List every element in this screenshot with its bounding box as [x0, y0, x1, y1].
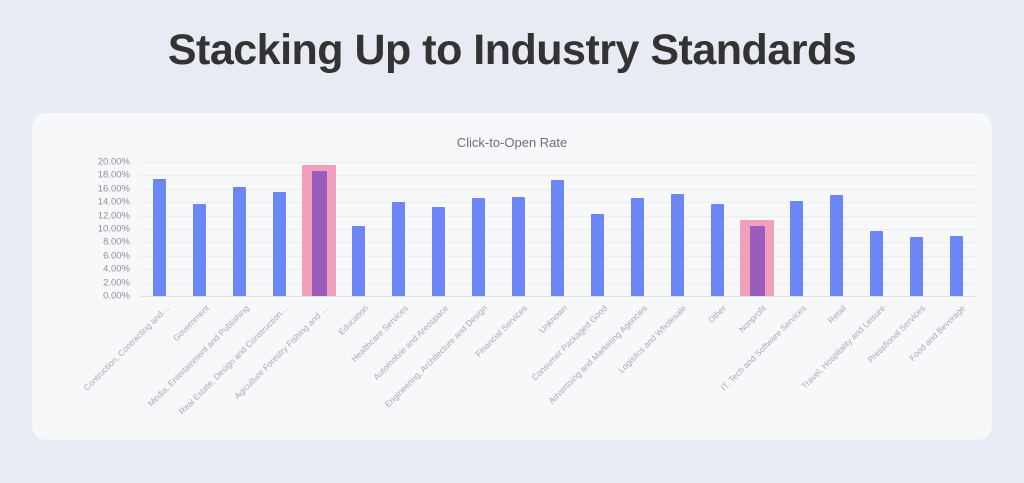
chart-title: Click-to-Open Rate — [456, 135, 568, 150]
x-axis-labels: Contruction, Contracting and… Government M… — [81, 303, 976, 433]
x-axis-tick-label: Nonprofit — [736, 303, 769, 335]
bar-slot[interactable] — [299, 152, 339, 296]
x-axis-tick-label: Education — [336, 303, 371, 337]
bar-slot[interactable] — [259, 152, 299, 296]
bar-series — [140, 162, 976, 296]
bar[interactable] — [153, 178, 167, 296]
bar-slot[interactable] — [140, 152, 180, 296]
y-axis-tick-label: 6.00% — [103, 250, 130, 262]
bar[interactable] — [749, 226, 765, 296]
bar[interactable] — [432, 206, 446, 296]
y-axis-tick-label: 12.00% — [97, 210, 130, 222]
bar-slot[interactable] — [578, 152, 618, 296]
x-axis-tick-label: Contruction, Contracting and… — [81, 303, 171, 393]
bar-slot[interactable] — [458, 152, 498, 296]
bar-slot[interactable] — [658, 152, 698, 296]
bar[interactable] — [272, 192, 286, 296]
bar-slot[interactable] — [936, 152, 976, 296]
bar-slot[interactable] — [339, 152, 379, 296]
x-axis-tick-label: Logisitcs and Wholesale — [616, 303, 689, 375]
y-axis-tick-label: 0.00% — [103, 290, 130, 302]
y-axis-tick-label: 2.00% — [103, 277, 130, 289]
x-axis-tick-label: Consumer Packaged Good — [529, 303, 609, 383]
bar-slot[interactable] — [697, 152, 737, 296]
plot-area — [140, 162, 976, 297]
x-axis-tick-label: Automotvie and Areospace — [370, 303, 450, 382]
bar[interactable] — [551, 180, 565, 296]
bar[interactable] — [670, 193, 684, 296]
y-axis-tick-label: 4.00% — [103, 263, 130, 275]
bar[interactable] — [352, 225, 366, 296]
bar[interactable] — [392, 202, 406, 296]
y-axis-tick-label: 18.00% — [97, 169, 130, 181]
bar[interactable] — [790, 200, 804, 296]
bar-slot[interactable] — [180, 152, 220, 296]
bar-slot[interactable] — [379, 152, 419, 296]
gridline — [140, 296, 976, 297]
gridline — [140, 175, 976, 177]
bar-slot[interactable] — [498, 152, 538, 296]
y-axis-tick-label: 10.00% — [97, 223, 130, 235]
bar[interactable] — [591, 213, 605, 296]
y-axis-tick-label: 16.00% — [97, 183, 130, 195]
x-axis-tick-label: Unknown — [536, 303, 570, 336]
x-axis-tick-label: Retail — [825, 303, 848, 326]
bar[interactable] — [193, 204, 207, 296]
page-title: Stacking Up to Industry Standards — [167, 26, 857, 74]
bar[interactable] — [233, 186, 246, 296]
chart-card: Click-to-Open Rate 0.00% 2.00% 4.00% 6.00% 8… — [32, 113, 992, 440]
bar-slot[interactable] — [220, 152, 260, 296]
bar[interactable] — [631, 198, 645, 296]
bar[interactable] — [710, 204, 724, 296]
bar[interactable] — [471, 198, 485, 296]
bar-slot[interactable] — [896, 152, 936, 296]
y-axis-tick-label: 20.00% — [97, 156, 130, 168]
y-axis-tick-label: 14.00% — [97, 196, 130, 208]
bar[interactable] — [311, 171, 327, 296]
bar-slot[interactable] — [737, 152, 777, 296]
bar[interactable] — [909, 237, 923, 296]
y-axis-labels: 0.00% 2.00% 4.00% 6.00% 8.00% 10.00% 12.00% 14.… — [60, 157, 136, 302]
x-axis-tick-label: Government — [170, 303, 211, 344]
bar-slot[interactable] — [817, 152, 857, 296]
bar[interactable] — [830, 194, 844, 296]
bar-slot[interactable] — [618, 152, 658, 296]
bar-slot[interactable] — [538, 152, 578, 296]
x-axis-tick-label: IT, Tech and Software Services — [718, 303, 808, 393]
gridline — [140, 162, 976, 163]
x-axis-tick-label: Other — [706, 303, 729, 326]
bar-slot[interactable] — [419, 152, 459, 296]
bar[interactable] — [869, 231, 883, 296]
bar[interactable] — [511, 196, 525, 296]
bar-slot[interactable] — [857, 152, 897, 296]
y-axis-tick-label: 8.00% — [103, 236, 130, 248]
bar[interactable] — [949, 236, 963, 296]
bar-slot[interactable] — [777, 152, 817, 296]
